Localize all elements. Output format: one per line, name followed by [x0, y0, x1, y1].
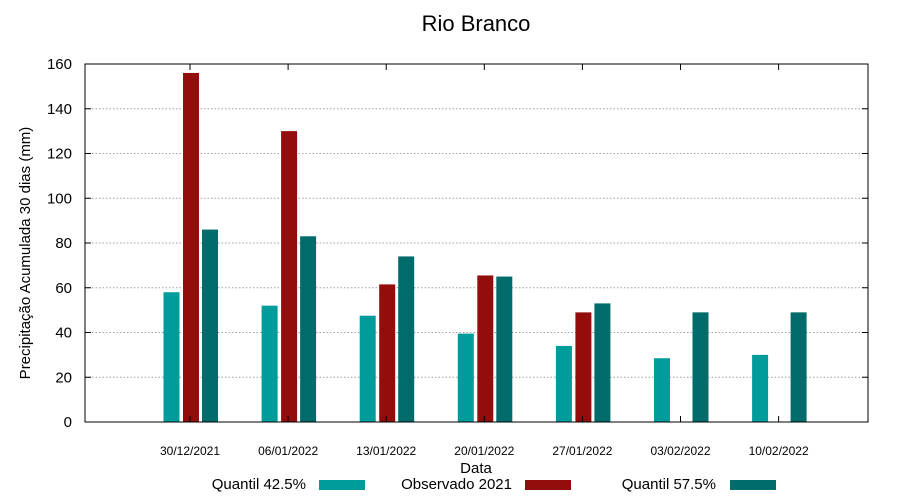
y-tick-label: 100	[47, 190, 72, 207]
bar-1-1	[163, 292, 180, 422]
y-tick-label: 0	[64, 414, 72, 431]
x-tick-label: 03/02/2022	[650, 444, 710, 458]
legend-label-1: Quantil 42.5%	[212, 476, 306, 493]
y-tick-label: 20	[55, 369, 72, 386]
x-tick-label: 30/12/2021	[160, 444, 220, 458]
bar-1-2	[261, 305, 278, 422]
x-axis-label: Data	[460, 460, 492, 477]
bars	[163, 72, 807, 422]
bar-3-5	[594, 303, 611, 422]
x-tick-label: 20/01/2022	[454, 444, 514, 458]
bar-2-3	[379, 284, 396, 422]
y-tick-label: 160	[47, 56, 72, 73]
bar-2-1	[183, 72, 199, 422]
bar-3-2	[300, 236, 317, 422]
y-tick-label: 140	[47, 101, 72, 118]
y-tick-label: 40	[55, 325, 72, 342]
bar-1-6	[654, 358, 670, 422]
x-tick-label: 27/01/2022	[552, 444, 612, 458]
x-tick-label: 10/02/2022	[749, 444, 809, 458]
bar-3-4	[496, 276, 513, 422]
bar-3-3	[398, 256, 415, 422]
y-tick-label: 60	[55, 280, 72, 297]
y-tick-label: 80	[55, 235, 72, 252]
bar-3-7	[790, 312, 807, 422]
bar-1-7	[752, 354, 769, 422]
bar-1-4	[457, 333, 474, 422]
legend-label-2: Observado 2021	[401, 476, 512, 493]
bar-2-4	[477, 275, 494, 422]
legend-swatch-2	[525, 480, 571, 490]
legend-swatch-1	[319, 480, 365, 490]
x-tick-label: 13/01/2022	[356, 444, 416, 458]
legend-swatch-3	[730, 480, 776, 490]
bar-2-5	[575, 312, 592, 422]
legend-label-3: Quantil 57.5%	[622, 476, 716, 493]
bar-3-1	[202, 229, 218, 422]
bar-3-6	[692, 312, 709, 422]
bar-1-5	[555, 345, 572, 422]
y-axis-label: Precipitação Acumulada 30 dias (mm)	[17, 127, 34, 380]
bar-1-3	[359, 315, 376, 422]
x-tick-label: 06/01/2022	[258, 444, 318, 458]
x-axis-ticks: 30/12/2021 06/01/2022 13/01/2022 20/01/2022…	[160, 64, 809, 458]
y-axis-ticks: 0 20 40 60 80 100 120 140 160	[47, 56, 868, 431]
y-tick-label: 120	[47, 146, 72, 163]
legend: Quantil 42.5% Observado 2021 Quantil 57.5%	[212, 476, 776, 493]
chart-title: Rio Branco	[422, 11, 531, 36]
bar-2-2	[281, 131, 298, 422]
